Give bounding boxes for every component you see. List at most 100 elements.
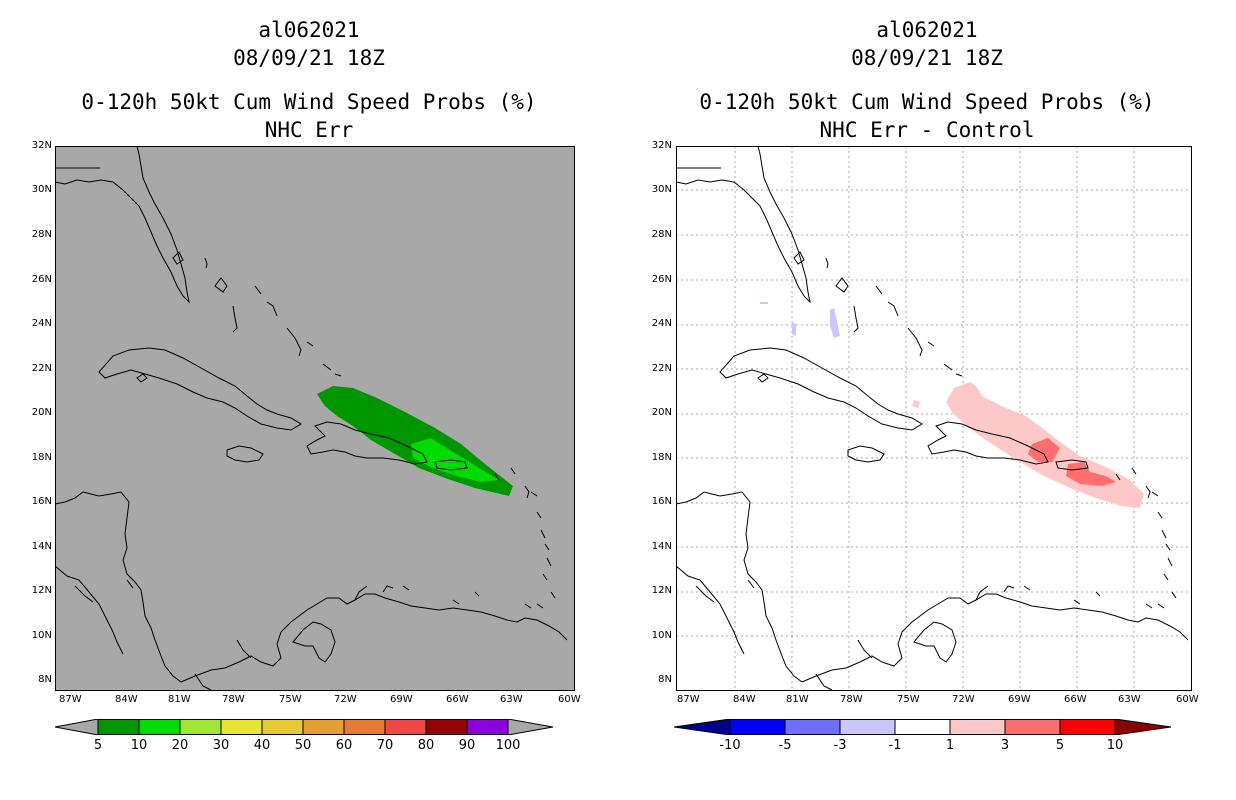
lon-label: 66W (446, 694, 469, 705)
left-lon-axis: 87W 84W 81W 78W 75W 72W 69W 66W 63W 60W (0, 694, 618, 708)
left-map-background (55, 146, 575, 691)
lon-label: 78W (840, 694, 863, 705)
lon-label: 63W (1118, 694, 1141, 705)
right-colorbar-bin (1004, 719, 1061, 735)
left-colorbar-bin (343, 719, 386, 735)
lat-label: 32N (31, 140, 52, 151)
left-colorbar-bin (425, 719, 468, 735)
colorbar-label: 100 (495, 738, 521, 753)
lat-label: 10N (31, 630, 52, 641)
lat-label: 22N (31, 363, 52, 374)
colorbar-label: 3 (1000, 738, 1010, 753)
right-map (676, 146, 1192, 691)
left-title-date: 08/09/21 18Z (233, 46, 385, 70)
right-diff-neg-2 (792, 322, 796, 336)
lat-label: 20N (31, 407, 52, 418)
left-map-frame (55, 146, 575, 691)
lat-label: 22N (651, 363, 672, 374)
lat-label: 14N (651, 541, 672, 552)
right-panel: al062021 08/09/21 18Z 0-120h 50kt Cum Wi… (618, 0, 1236, 800)
right-lon-axis: 87W 84W 81W 78W 75W 72W 69W 66W 63W 60W (618, 694, 1236, 708)
right-title-subtitle: NHC Err - Control (819, 118, 1035, 142)
colorbar-label: -3 (833, 738, 847, 753)
left-prob-10-20 (411, 438, 499, 482)
left-title-subtitle: NHC Err (264, 118, 354, 142)
lat-label: 30N (651, 184, 672, 195)
lat-label: 28N (651, 229, 672, 240)
left-title-storm: al062021 (258, 18, 360, 42)
right-map-background (676, 146, 1192, 691)
right-colorbar-bin (839, 719, 896, 735)
lon-label: 75W (279, 694, 302, 705)
left-colorbar-bin (179, 719, 222, 735)
colorbar-label: 10 (1106, 738, 1124, 753)
lat-label: 24N (31, 318, 52, 329)
right-colorbar-low (674, 719, 731, 735)
lat-label: 32N (651, 140, 672, 151)
left-title-product: 0-120h 50kt Cum Wind Speed Probs (%) (81, 90, 537, 114)
right-diff-pos-small (912, 400, 920, 408)
left-colorbar-bin (97, 719, 140, 735)
lon-label: 87W (59, 694, 82, 705)
lon-label: 84W (115, 694, 138, 705)
colorbar-label: 20 (171, 738, 189, 753)
colorbar-label: 70 (376, 738, 394, 753)
colorbar-label: 80 (417, 738, 435, 753)
lat-label: 16N (651, 496, 672, 507)
lat-label: 18N (31, 452, 52, 463)
lon-label: 63W (500, 694, 523, 705)
right-map-grid (676, 146, 1192, 691)
lon-label: 60W (1176, 694, 1199, 705)
lon-label: 84W (733, 694, 756, 705)
right-title-date: 08/09/21 18Z (851, 46, 1003, 70)
right-title-product: 0-120h 50kt Cum Wind Speed Probs (%) (699, 90, 1155, 114)
left-colorbar-bin (384, 719, 427, 735)
right-colorbar-bin (729, 719, 786, 735)
right-colorbar-high (1114, 719, 1172, 735)
colorbar-label: 90 (458, 738, 476, 753)
lat-label: 18N (651, 452, 672, 463)
lat-label: 30N (31, 184, 52, 195)
colorbar-label: 10 (130, 738, 148, 753)
left-colorbar-low (55, 719, 99, 735)
right-lat-axis: 32N 30N 28N 26N 24N 22N 20N 18N 16N 14N … (646, 140, 672, 700)
lat-label: 14N (31, 541, 52, 552)
colorbar-label: -10 (719, 738, 741, 753)
lat-label: 8N (658, 674, 672, 685)
left-colorbar-bin (302, 719, 345, 735)
lat-label: 12N (31, 585, 52, 596)
right-colorbar-bin (1059, 719, 1116, 735)
lat-label: 24N (651, 318, 672, 329)
left-colorbar-high (507, 719, 554, 735)
right-title-storm: al062021 (876, 18, 978, 42)
lat-label: 8N (38, 674, 52, 685)
right-colorbar-bin (894, 719, 951, 735)
right-diff-neg-1 (830, 308, 840, 338)
right-diff-neg-3 (760, 302, 768, 304)
lon-label: 72W (334, 694, 357, 705)
colorbar-label: 60 (335, 738, 353, 753)
lon-label: 78W (222, 694, 245, 705)
right-colorbar-bin (784, 719, 841, 735)
lon-label: 81W (786, 694, 809, 705)
right-map-frame (676, 146, 1192, 691)
right-colorbar-labels: -10 -5 -3 -1 1 3 5 10 (674, 738, 1174, 754)
left-colorbar-bin (466, 719, 509, 735)
lon-label: 69W (390, 694, 413, 705)
lat-label: 16N (31, 496, 52, 507)
lon-label: 66W (1064, 694, 1087, 705)
right-diff-pos-3-5-b (1066, 462, 1116, 486)
left-colorbar-labels: 5 10 20 30 40 50 60 70 80 90 100 (55, 738, 555, 754)
right-diff-pos-3-5-a (1028, 438, 1060, 462)
left-lat-axis: 32N 30N 28N 26N 24N 22N 20N 18N 16N 14N … (26, 140, 52, 700)
colorbar-label: -5 (778, 738, 792, 753)
left-colorbar-bin (138, 719, 181, 735)
lat-label: 26N (651, 274, 672, 285)
left-map (55, 146, 575, 691)
lon-label: 60W (558, 694, 581, 705)
lon-label: 81W (168, 694, 191, 705)
lon-label: 72W (952, 694, 975, 705)
left-colorbar (55, 719, 554, 735)
lon-label: 75W (897, 694, 920, 705)
left-panel: al062021 08/09/21 18Z 0-120h 50kt Cum Wi… (81, 18, 537, 142)
